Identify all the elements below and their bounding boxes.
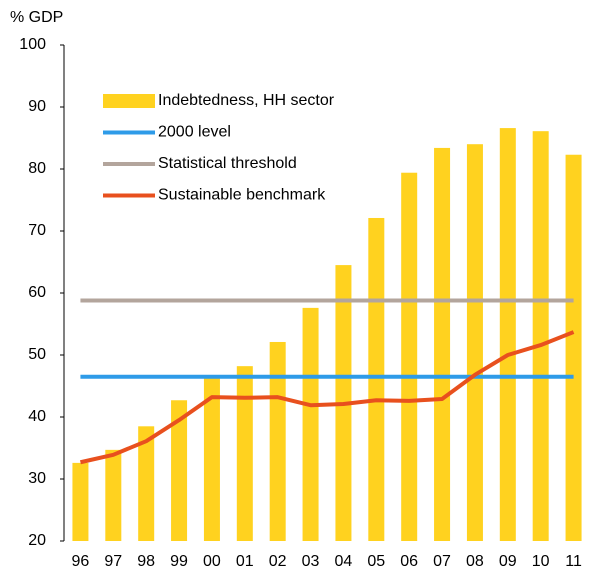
- bar: [138, 426, 155, 541]
- x-tick-label: 97: [104, 553, 122, 570]
- bar: [203, 376, 220, 541]
- x-tick-label: 06: [400, 553, 418, 570]
- bar: [302, 307, 319, 541]
- y-tick-label: 80: [28, 160, 46, 177]
- x-tick-label: 00: [203, 553, 221, 570]
- x-tick-label: 04: [335, 553, 353, 570]
- bar: [434, 147, 451, 542]
- y-tick-label: 40: [28, 408, 46, 425]
- bar: [499, 128, 516, 541]
- line: [79, 330, 575, 465]
- x-tick-label: 96: [72, 553, 90, 570]
- legend-label: Statistical threshold: [158, 155, 297, 172]
- y-tick-label: 70: [28, 222, 46, 239]
- x-tick-label: 98: [137, 553, 155, 570]
- bar: [466, 144, 483, 541]
- bar: [72, 462, 89, 541]
- bar: [565, 154, 582, 542]
- y-tick-label: 60: [28, 284, 46, 301]
- bar: [368, 217, 385, 542]
- x-tick-label: 09: [499, 553, 517, 570]
- legend-swatch: [103, 94, 155, 108]
- y-axis-label: % GDP: [10, 9, 63, 26]
- y-tick-label: 90: [28, 98, 46, 115]
- x-tick-label: 11: [565, 553, 582, 570]
- bar: [105, 449, 122, 541]
- x-tick-label: 05: [367, 553, 385, 570]
- x-tick-label: 01: [236, 553, 254, 570]
- bar: [401, 172, 418, 541]
- x-tick-label: 10: [532, 553, 550, 570]
- x-tick-label: 99: [170, 553, 188, 570]
- bar: [532, 131, 549, 541]
- bar: [236, 366, 253, 541]
- x-tick-label: 08: [466, 553, 484, 570]
- x-tick-label: 03: [302, 553, 320, 570]
- legend-label: Indebtedness, HH sector: [158, 92, 335, 109]
- bar: [171, 400, 188, 541]
- legend-label: 2000 level: [158, 124, 231, 141]
- legend-label: Sustainable benchmark: [158, 187, 326, 204]
- y-tick-label: 30: [28, 470, 46, 487]
- y-tick-label: 50: [28, 346, 46, 363]
- x-tick-label: 02: [269, 553, 287, 570]
- x-tick-label: 07: [433, 553, 451, 570]
- y-tick-label: 100: [19, 36, 46, 53]
- bar: [269, 341, 286, 541]
- y-tick-label: 20: [28, 532, 46, 549]
